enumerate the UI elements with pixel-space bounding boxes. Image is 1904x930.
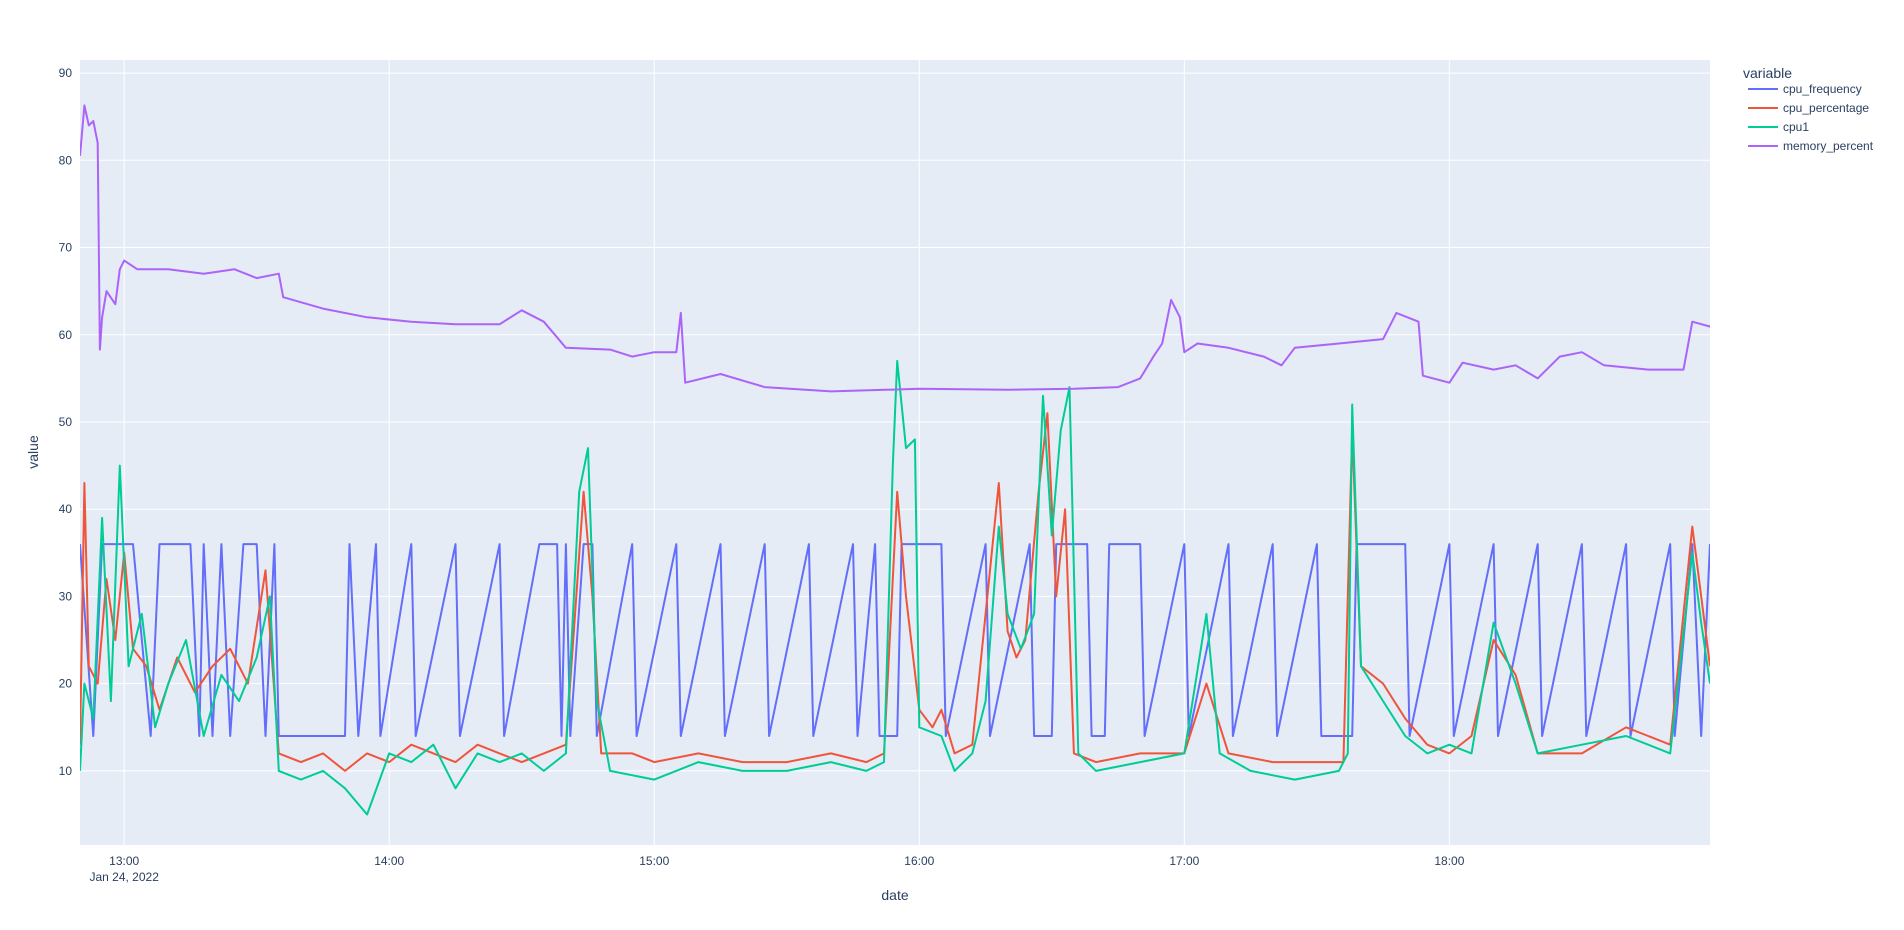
x-tick-label: 13:00 [109, 854, 139, 868]
x-tick-label: 17:00 [1169, 854, 1199, 868]
x-tick-label: 16:00 [904, 854, 934, 868]
y-axis-ticks: 10 20 30 40 50 60 70 80 90 [59, 66, 73, 778]
legend-item-label: cpu_percentage [1783, 101, 1869, 115]
series-layer [80, 104, 1710, 816]
legend-item-label: cpu_frequency [1783, 82, 1862, 96]
y-tick-label: 30 [59, 589, 73, 603]
x-tick-label: 18:00 [1434, 854, 1464, 868]
y-tick-label: 70 [59, 241, 73, 255]
y-tick-label: 60 [59, 328, 73, 342]
y-tick-label: 80 [59, 153, 73, 167]
x-axis-title: date [881, 887, 908, 903]
series-line-memory-percent [80, 104, 1710, 393]
y-tick-label: 10 [59, 764, 73, 778]
series-line-cpu-percentage [80, 412, 1710, 772]
series-line-cpu1 [80, 359, 1710, 816]
y-axis-title: value [25, 435, 41, 469]
legend-title: variable [1743, 65, 1792, 81]
y-tick-label: 20 [59, 677, 73, 691]
x-axis-ticks: 13:00 Jan 24, 2022 14:00 15:00 16:00 17:00 18:… [89, 854, 1464, 884]
legend-item-label: memory_percent [1783, 139, 1874, 153]
legend: variable cpu_frequency cpu_percentage cpu1… [1743, 65, 1874, 153]
y-tick-label: 50 [59, 415, 73, 429]
legend-items: cpu_frequency cpu_percentage cpu1 memory_pe… [1748, 82, 1874, 153]
x-tick-label: 15:00 [639, 854, 669, 868]
x-tick-sublabel: Jan 24, 2022 [89, 870, 159, 884]
y-tick-label: 90 [59, 66, 73, 80]
x-tick-label: 14:00 [374, 854, 404, 868]
y-tick-label: 40 [59, 502, 73, 516]
plot-background [80, 60, 1710, 845]
series-line-cpu-frequency [80, 543, 1710, 737]
legend-item-label: cpu1 [1783, 120, 1809, 134]
